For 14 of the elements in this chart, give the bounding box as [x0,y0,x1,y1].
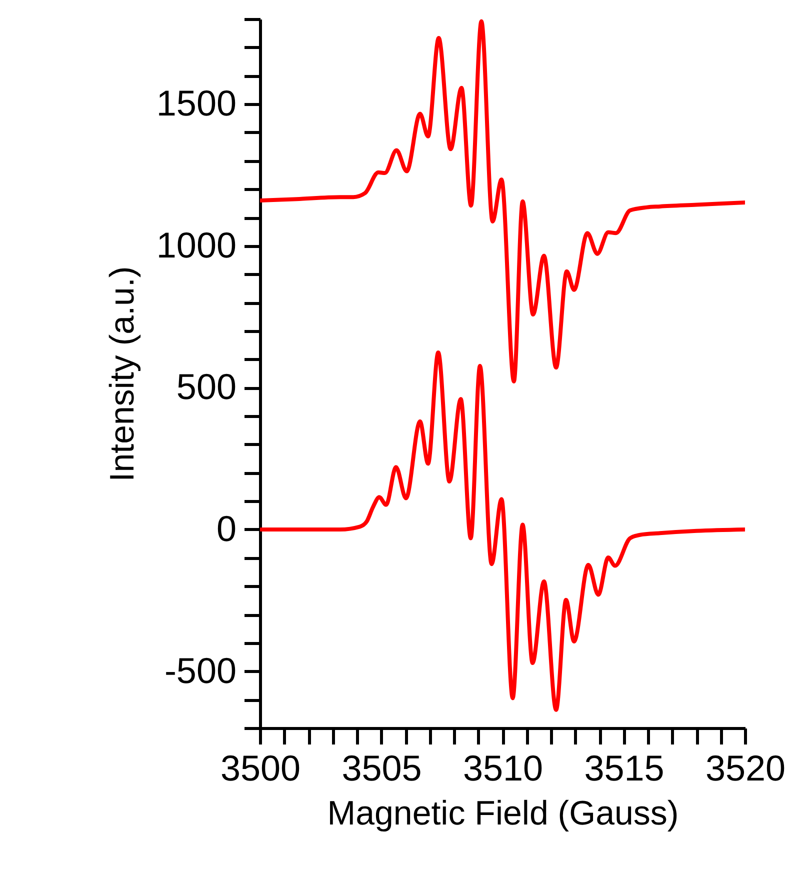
x-tick-label: 3505 [342,748,422,788]
y-axis-title: Intensity (a.u.) [103,266,142,482]
y-tick-label: 1000 [156,224,236,266]
x-tick-label: 3515 [584,748,664,788]
y-tick-label: -500 [164,650,236,691]
x-tick-label: 3500 [220,748,301,788]
y-tick-label: 0 [216,508,236,549]
line-series [260,350,745,712]
line-series [260,19,745,384]
y-tick-label: 1500 [156,82,236,124]
y-tick-label: 500 [176,366,236,408]
x-tick-label: 3510 [462,748,544,788]
x-axis-title: Magnetic Field (Gauss) [327,794,679,832]
x-tick-label: 3520 [705,748,786,788]
